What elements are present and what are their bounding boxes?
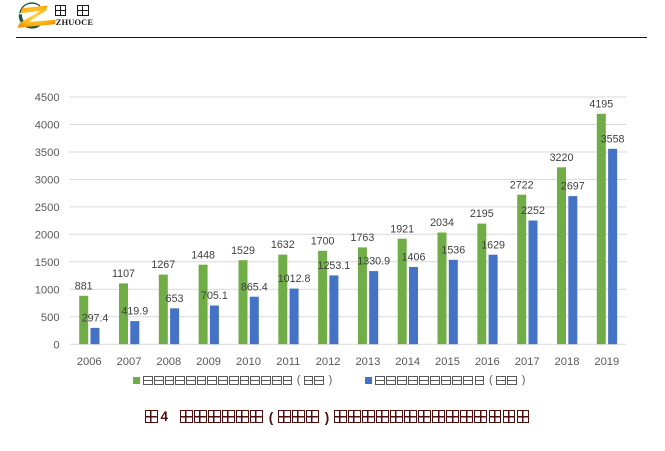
svg-text:1763: 1763 [351, 232, 375, 244]
svg-text:2008: 2008 [156, 356, 181, 368]
svg-text:1012.8: 1012.8 [278, 273, 311, 285]
svg-text:705.1: 705.1 [201, 290, 228, 302]
svg-text:1700: 1700 [311, 235, 335, 247]
svg-text:3220: 3220 [550, 152, 574, 164]
svg-text:3000: 3000 [35, 175, 60, 187]
svg-text:4195: 4195 [589, 98, 613, 110]
svg-text:2017: 2017 [515, 356, 540, 368]
svg-text:653: 653 [166, 293, 184, 305]
svg-text:2016: 2016 [475, 356, 500, 368]
svg-text:419.9: 419.9 [121, 306, 148, 318]
svg-text:2195: 2195 [470, 208, 494, 220]
svg-text:4000: 4000 [35, 120, 60, 132]
svg-text:2009: 2009 [196, 356, 221, 368]
svg-text:2034: 2034 [430, 217, 454, 229]
svg-text:2013: 2013 [355, 356, 380, 368]
svg-text:2007: 2007 [117, 356, 142, 368]
svg-text:2006: 2006 [77, 356, 102, 368]
svg-text:2010: 2010 [236, 356, 261, 368]
svg-text:2014: 2014 [395, 356, 420, 368]
svg-text:1629: 1629 [481, 239, 505, 251]
svg-text:1330.9: 1330.9 [357, 256, 390, 268]
svg-text:500: 500 [41, 312, 60, 324]
svg-text:2252: 2252 [521, 205, 545, 217]
svg-text:1267: 1267 [151, 259, 175, 271]
svg-text:1107: 1107 [112, 268, 135, 280]
svg-text:1529: 1529 [231, 245, 255, 257]
svg-text:1536: 1536 [441, 244, 465, 256]
svg-text:2011: 2011 [276, 356, 300, 368]
svg-text:2000: 2000 [35, 230, 60, 242]
svg-text:1000: 1000 [35, 285, 60, 297]
svg-text:865.4: 865.4 [241, 281, 268, 293]
svg-text:2697: 2697 [561, 181, 585, 193]
svg-text:1406: 1406 [402, 252, 426, 264]
svg-text:1448: 1448 [191, 249, 215, 261]
svg-text:2012: 2012 [316, 356, 341, 368]
svg-text:2015: 2015 [435, 356, 460, 368]
svg-text:2019: 2019 [594, 356, 619, 368]
svg-text:2722: 2722 [510, 179, 534, 191]
svg-text:4500: 4500 [35, 92, 60, 104]
svg-text:1253.1: 1253.1 [318, 260, 351, 272]
svg-text:0: 0 [53, 339, 59, 351]
svg-text:2500: 2500 [35, 202, 60, 214]
svg-text:1632: 1632 [271, 239, 295, 251]
svg-text:2018: 2018 [555, 356, 580, 368]
svg-text:297.4: 297.4 [82, 313, 109, 325]
svg-text:3500: 3500 [35, 147, 60, 159]
svg-text:1921: 1921 [390, 223, 414, 235]
svg-text:1500: 1500 [35, 257, 60, 269]
svg-text:3558: 3558 [601, 133, 625, 145]
svg-text:881: 881 [75, 280, 93, 292]
